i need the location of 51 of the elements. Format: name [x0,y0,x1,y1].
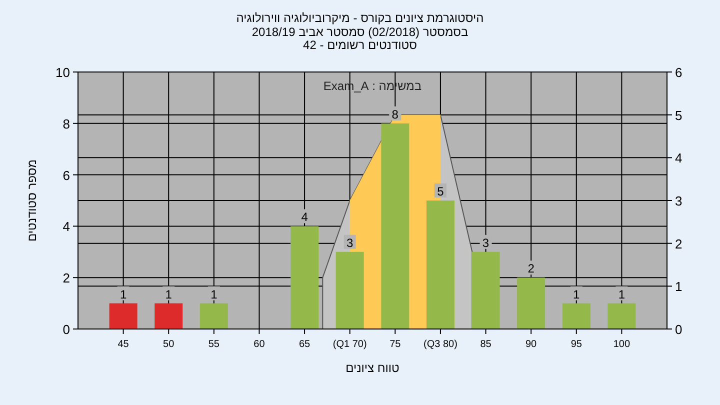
bar [472,252,500,329]
x-tick-label: 55 [208,339,220,350]
y-tick-label: 8 [62,116,70,132]
x-tick-label: 50 [163,339,175,350]
x-tick-label: 45 [118,339,130,350]
y2-tick-label: 4 [675,150,682,166]
data-label: 3 [346,236,354,250]
data-label: 3 [482,236,490,250]
data-label: 8 [392,107,399,122]
x-tick-label: 60 [254,339,266,350]
data-label: 4 [301,210,308,224]
y-tick-label: 6 [62,168,70,183]
data-label: 1 [210,287,218,302]
bar [336,252,364,329]
y2-tick-label: 2 [675,236,682,252]
bar [109,303,138,329]
data-label: 1 [573,287,580,302]
x-tick-label: 95 [570,339,582,350]
x-tick-label: 85 [480,339,492,350]
x-tick-label: 65 [298,339,311,350]
data-label: 1 [120,287,127,302]
bar [608,303,636,329]
y-tick-label: 2 [62,270,70,286]
y-tick-label: 0 [62,322,70,337]
y-axis-title: מספר סטודנטים [25,159,39,242]
bar [517,278,546,329]
bar [290,226,319,329]
y2-tick-label: 6 [675,65,682,80]
x-tick-label: (Q1 70) [332,339,367,350]
data-label: 1 [618,287,626,302]
chart-title: היסטוגרמת ציונים בקורס - מיקרוביולוגיה ווירולוגיה [236,11,484,25]
x-tick-label: (Q3 80) [424,339,458,350]
y2-tick-label: 3 [675,194,682,208]
bar [562,303,590,329]
data-label: 2 [528,262,535,276]
y-tick-label: 10 [56,65,70,80]
x-axis-title: טווח ציונים [346,361,400,375]
y2-tick-label: 0 [675,322,682,337]
bar [154,303,183,329]
bar [381,123,410,329]
chart-subtitle: בסמסטר (02/2018) סמסטר אביב 2018/19 סטודנטים רשומים - 42 [252,25,468,52]
x-tick-label: 100 [613,339,630,350]
y2-tick-label: 5 [675,108,682,123]
bar [200,303,228,329]
y-tick-label: 4 [62,219,70,234]
y2-tick-label: 1 [675,279,682,294]
data-label: 5 [437,184,444,198]
bar [426,200,454,329]
x-tick-label: 90 [526,339,538,350]
x-tick-label: 75 [390,339,402,350]
data-label: 1 [165,287,172,302]
